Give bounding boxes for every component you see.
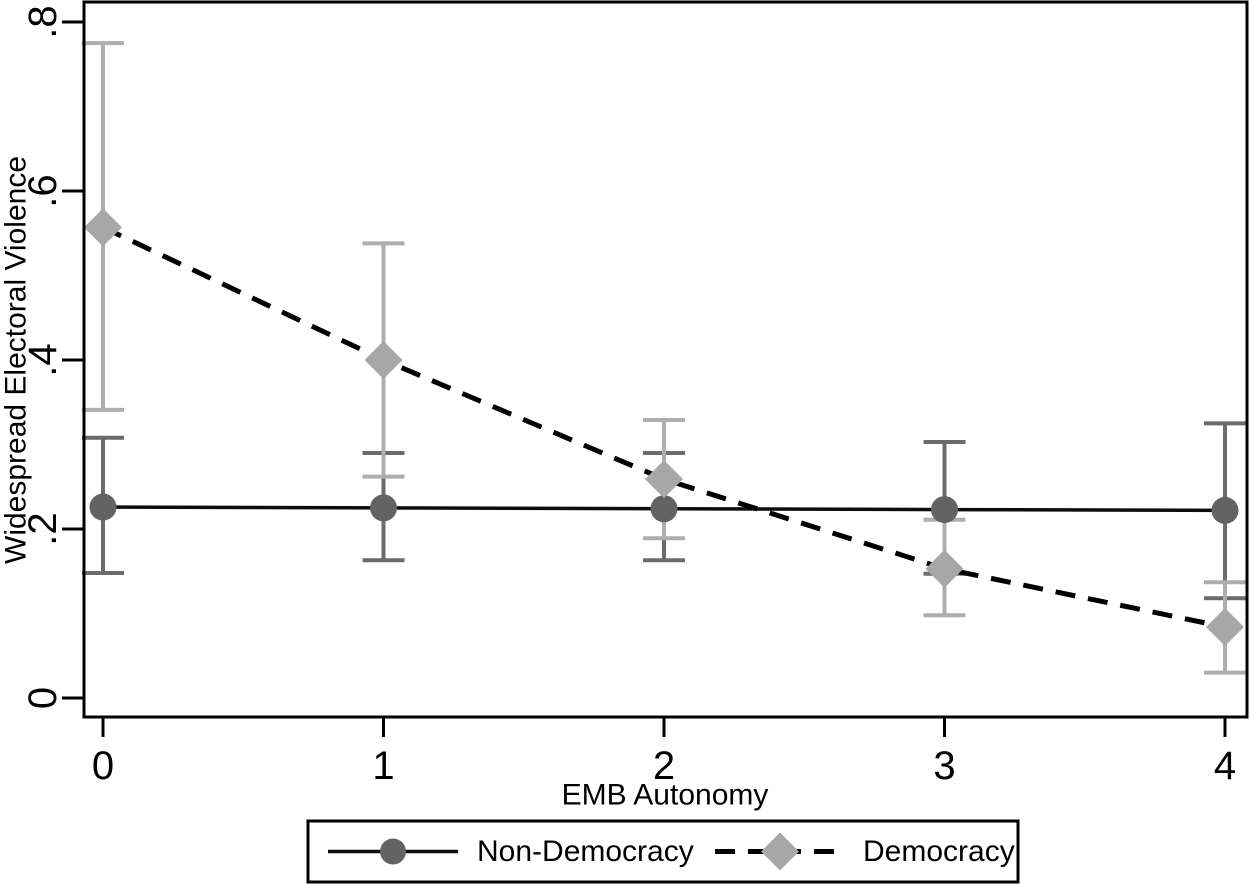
series-markers bbox=[84, 208, 1244, 647]
y-axis-title: Widespread Electoral Violence bbox=[0, 156, 33, 564]
y-tick-label: .4 bbox=[21, 343, 65, 376]
y-tick-label: .6 bbox=[21, 174, 65, 207]
legend-circle-marker-icon bbox=[380, 838, 406, 865]
legend: Non-Democracy Democracy bbox=[306, 819, 1020, 884]
axis-ticks: 0 .2 .4 .6 .8 0 1 2 3 4 bbox=[21, 5, 1236, 788]
x-tick-label: 0 bbox=[92, 744, 114, 788]
x-tick-label: 4 bbox=[1214, 744, 1236, 788]
data-point-circle bbox=[931, 496, 958, 524]
x-tick-label: 2 bbox=[653, 744, 675, 788]
legend-label-democracy: Democracy bbox=[863, 835, 1015, 868]
plot-area-border bbox=[82, 0, 1249, 719]
data-point-diamond bbox=[925, 549, 964, 588]
y-tick-label: .2 bbox=[21, 512, 65, 545]
data-point-diamond bbox=[84, 208, 122, 247]
y-tick-label: .8 bbox=[21, 5, 65, 38]
legend-item-democracy: Democracy bbox=[715, 832, 1015, 871]
data-point-diamond bbox=[1206, 608, 1244, 647]
x-tick-label: 3 bbox=[933, 744, 955, 788]
x-axis-title: EMB Autonomy bbox=[562, 779, 769, 812]
error-bars bbox=[82, 41, 1246, 675]
data-point-circle bbox=[1211, 496, 1239, 524]
legend-label-non-democracy: Non-Democracy bbox=[477, 835, 694, 868]
y-tick-label: 0 bbox=[21, 687, 65, 709]
data-point-circle bbox=[89, 493, 117, 521]
series-line-dashed bbox=[101, 225, 1226, 630]
data-point-diamond bbox=[364, 341, 403, 379]
data-point-circle bbox=[370, 494, 397, 522]
data-point-circle bbox=[650, 495, 678, 523]
x-tick-label: 1 bbox=[372, 744, 394, 788]
legend-diamond-marker-icon bbox=[761, 832, 799, 871]
legend-item-non-democracy: Non-Democracy bbox=[328, 835, 694, 868]
data-point-diamond bbox=[645, 460, 683, 499]
